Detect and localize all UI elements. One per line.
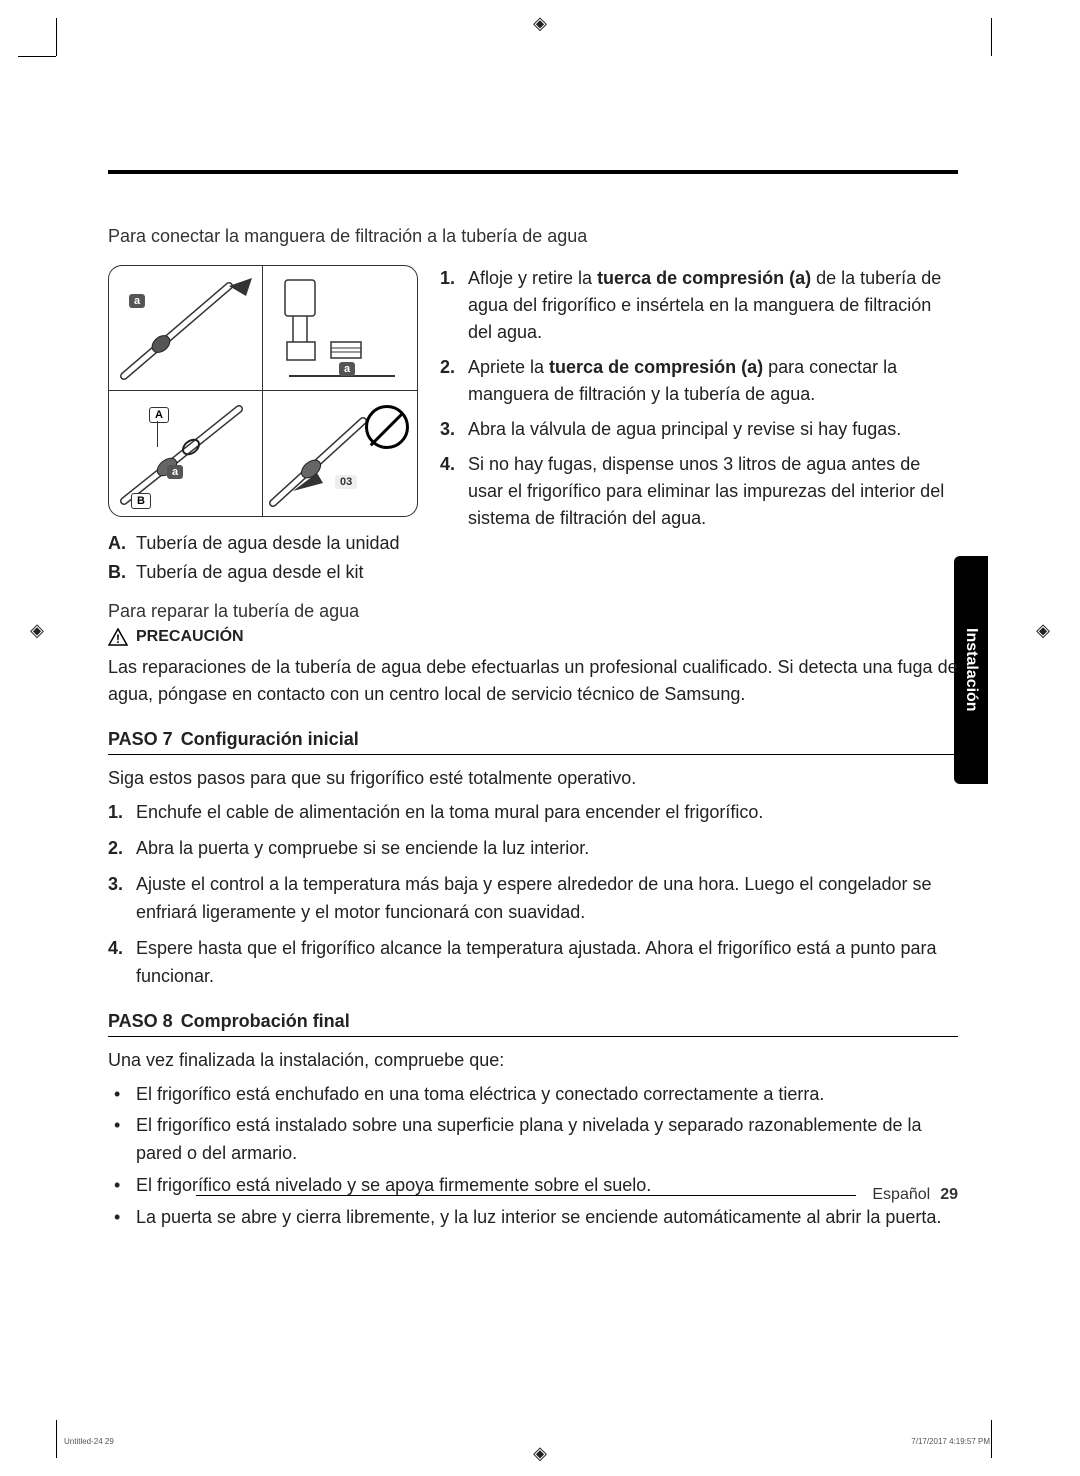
subtitle-connect: Para conectar la manguera de filtración … [108,226,958,247]
paso8-intro: Una vez finalizada la instalación, compr… [108,1047,958,1075]
label-03: 03 [335,475,357,489]
connect-steps: 1.Afloje y retire la tuerca de compresió… [440,265,958,587]
diagram-column: a a [108,265,418,587]
registration-bottom: ◈ [531,1444,549,1462]
caution-body: Las reparaciones de la tubería de agua d… [108,654,958,710]
print-id-left: Untitled-24 29 [64,1437,114,1446]
top-rule [108,170,958,174]
label-A: A [149,407,169,423]
prohibit-icon [365,405,409,449]
label-a2: a [339,362,355,376]
label-B: B [131,493,151,509]
connection-diagram: a a [108,265,418,517]
svg-text:!: ! [116,632,120,646]
paso7-intro: Siga estos pasos para que su frigorífico… [108,765,958,793]
page-footer: Español 29 [108,1186,958,1204]
paso8-head: PASO 8Comprobación final [108,1011,958,1032]
registration-left: ◈ [28,621,46,639]
subtitle-repair: Para reparar la tubería de agua [108,601,958,622]
page-content: Para conectar la manguera de filtración … [108,170,958,1236]
caution-heading: ! PRECAUCIÓN [108,628,958,646]
section-tab: Instalación [954,556,988,784]
registration-right: ◈ [1034,621,1052,639]
paso8-list: •El frigorífico está enchufado en una to… [108,1081,958,1232]
paso7-head: PASO 7Configuración inicial [108,729,958,750]
diagram-legend: A.Tubería de agua desde la unidad B.Tube… [108,529,418,587]
print-id-right: 7/17/2017 4:19:57 PM [911,1437,990,1446]
label-a: a [129,294,145,308]
label-a3: a [167,465,183,479]
registration-top: ◈ [531,14,549,32]
paso7-list: 1.Enchufe el cable de alimentación en la… [108,799,958,990]
